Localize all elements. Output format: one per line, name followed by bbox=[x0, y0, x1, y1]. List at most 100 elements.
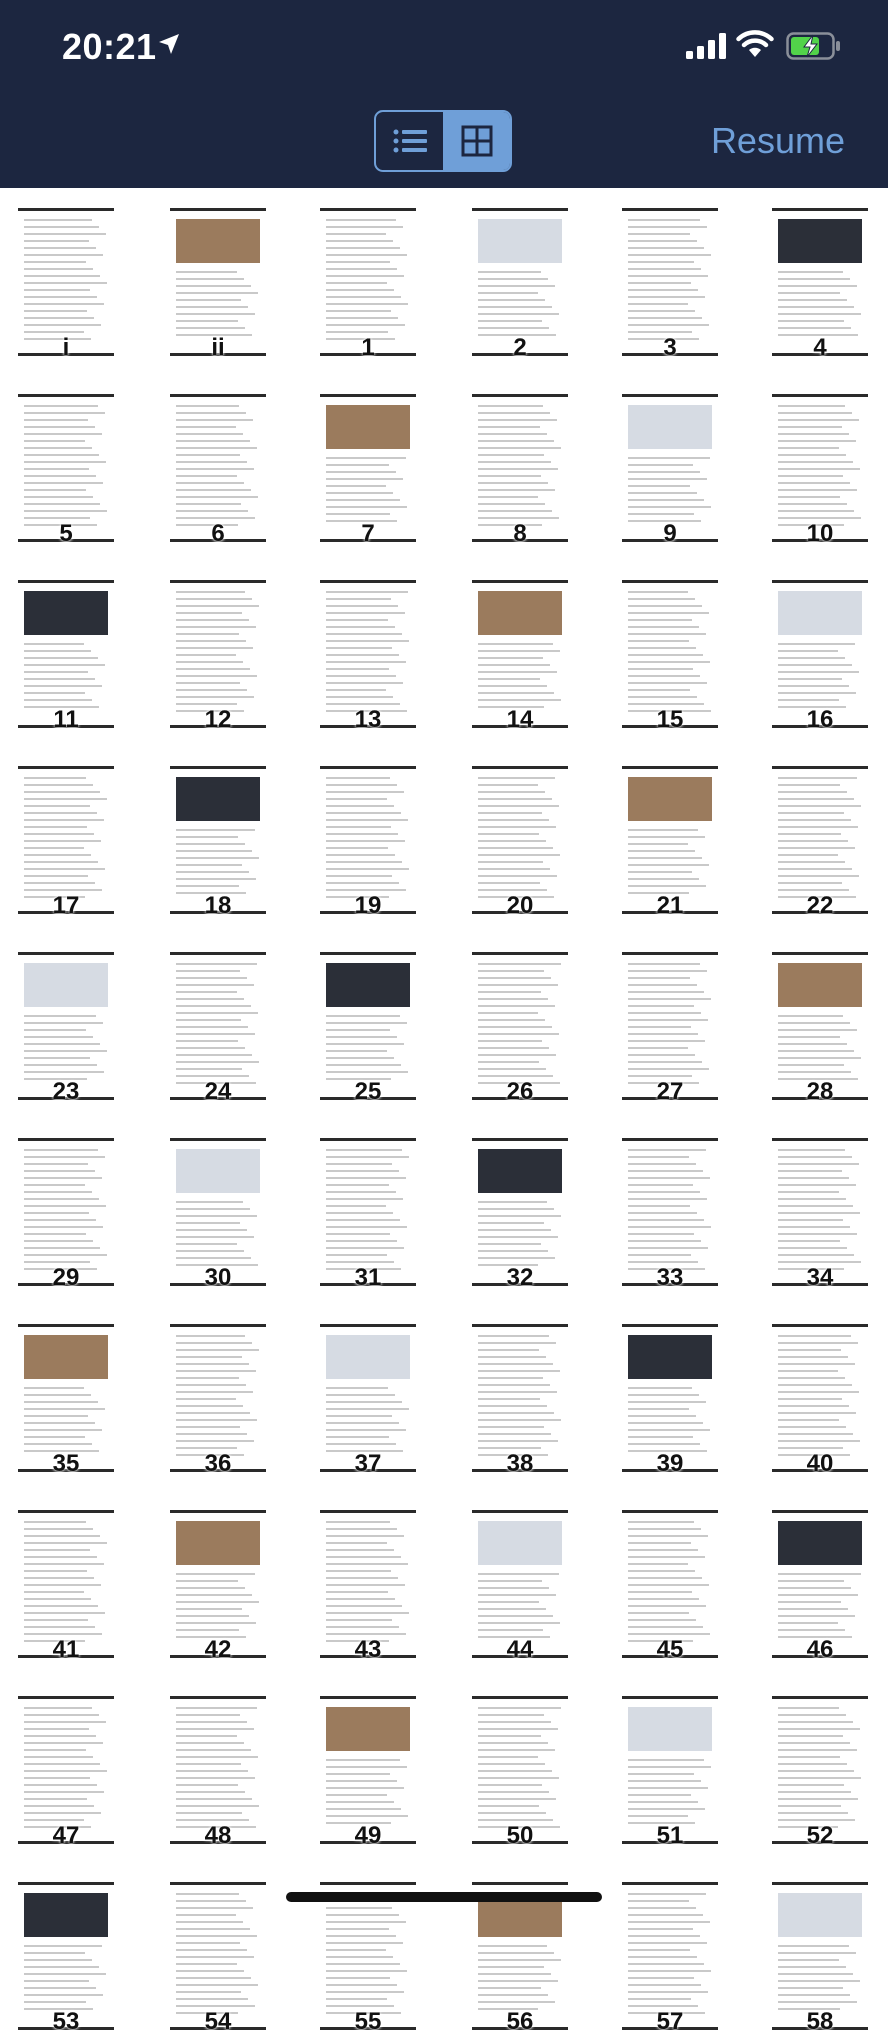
page-thumbnail[interactable]: ii bbox=[170, 188, 266, 361]
page-thumbnail[interactable]: 2 bbox=[472, 188, 568, 361]
page-thumbnail[interactable]: 5 bbox=[18, 374, 114, 547]
page-thumbnail[interactable]: 36 bbox=[170, 1304, 266, 1477]
page-thumbnail[interactable]: 53 bbox=[18, 1862, 114, 2035]
page-number-label: 15 bbox=[656, 706, 684, 733]
page-thumbnail[interactable]: 13 bbox=[320, 560, 416, 733]
page-thumbnail[interactable]: 17 bbox=[18, 746, 114, 919]
page-thumbnail[interactable]: 42 bbox=[170, 1490, 266, 1663]
page-number-label: 21 bbox=[656, 892, 684, 919]
page-preview bbox=[622, 766, 718, 914]
page-thumbnail[interactable]: 26 bbox=[472, 932, 568, 1105]
page-number-label: 9 bbox=[663, 520, 677, 547]
page-thumbnail[interactable]: 45 bbox=[622, 1490, 718, 1663]
page-thumbnail[interactable]: 30 bbox=[170, 1118, 266, 1291]
page-thumbnail[interactable]: 33 bbox=[622, 1118, 718, 1291]
page-thumbnail[interactable]: 19 bbox=[320, 746, 416, 919]
page-preview bbox=[472, 766, 568, 914]
page-thumbnail[interactable]: 58 bbox=[772, 1862, 868, 2035]
page-thumbnail[interactable]: 38 bbox=[472, 1304, 568, 1477]
page-thumbnail[interactable]: 40 bbox=[772, 1304, 868, 1477]
page-number-label: ii bbox=[211, 334, 225, 361]
page-thumbnail[interactable]: 57 bbox=[622, 1862, 718, 2035]
page-number-label: 55 bbox=[354, 2008, 382, 2035]
page-number-label: 32 bbox=[506, 1264, 534, 1291]
page-number-label: 37 bbox=[354, 1450, 382, 1477]
page-thumbnail[interactable]: 18 bbox=[170, 746, 266, 919]
page-thumbnail[interactable]: 52 bbox=[772, 1676, 868, 1849]
page-thumbnail[interactable]: 55 bbox=[320, 1862, 416, 2035]
page-number-label: 26 bbox=[506, 1078, 534, 1105]
page-number-label: 38 bbox=[506, 1450, 534, 1477]
page-thumbnail[interactable]: 6 bbox=[170, 374, 266, 547]
page-preview bbox=[18, 208, 114, 356]
page-thumbnail[interactable]: 43 bbox=[320, 1490, 416, 1663]
page-preview bbox=[170, 1138, 266, 1286]
page-thumbnail[interactable]: 1 bbox=[320, 188, 416, 361]
page-thumbnail[interactable]: 31 bbox=[320, 1118, 416, 1291]
page-preview bbox=[170, 1696, 266, 1844]
page-number-label: 42 bbox=[204, 1636, 232, 1663]
page-thumbnail[interactable]: 11 bbox=[18, 560, 114, 733]
page-thumbnail[interactable]: 28 bbox=[772, 932, 868, 1105]
page-number-label: 34 bbox=[806, 1264, 834, 1291]
page-preview bbox=[472, 1510, 568, 1658]
page-preview bbox=[320, 208, 416, 356]
page-number-label: 50 bbox=[506, 1822, 534, 1849]
page-thumbnail[interactable]: 22 bbox=[772, 746, 868, 919]
page-thumbnail[interactable]: 10 bbox=[772, 374, 868, 547]
page-thumbnail[interactable]: 50 bbox=[472, 1676, 568, 1849]
page-thumbnail[interactable]: 32 bbox=[472, 1118, 568, 1291]
page-number-label: 56 bbox=[506, 2008, 534, 2035]
page-thumbnail[interactable]: 23 bbox=[18, 932, 114, 1105]
page-thumbnail[interactable]: 56 bbox=[472, 1862, 568, 2035]
page-number-label: 33 bbox=[656, 1264, 684, 1291]
page-thumbnail[interactable]: 7 bbox=[320, 374, 416, 547]
list-view-button[interactable] bbox=[376, 112, 443, 170]
page-thumbnail[interactable]: 20 bbox=[472, 746, 568, 919]
page-thumbnail[interactable]: i bbox=[18, 188, 114, 361]
page-number-label: 46 bbox=[806, 1636, 834, 1663]
page-thumbnail[interactable]: 37 bbox=[320, 1304, 416, 1477]
page-thumbnail[interactable]: 27 bbox=[622, 932, 718, 1105]
page-preview bbox=[18, 580, 114, 728]
page-number-label: 41 bbox=[52, 1636, 80, 1663]
page-preview bbox=[320, 394, 416, 542]
page-thumbnail[interactable]: 12 bbox=[170, 560, 266, 733]
page-thumbnail[interactable]: 15 bbox=[622, 560, 718, 733]
page-preview bbox=[320, 766, 416, 914]
page-thumbnail[interactable]: 35 bbox=[18, 1304, 114, 1477]
page-thumbnail[interactable]: 14 bbox=[472, 560, 568, 733]
page-number-label: 23 bbox=[52, 1078, 80, 1105]
page-thumbnail[interactable]: 9 bbox=[622, 374, 718, 547]
page-thumbnail[interactable]: 44 bbox=[472, 1490, 568, 1663]
page-preview bbox=[622, 1510, 718, 1658]
page-thumbnail[interactable]: 48 bbox=[170, 1676, 266, 1849]
page-thumbnail[interactable]: 46 bbox=[772, 1490, 868, 1663]
page-preview bbox=[320, 1324, 416, 1472]
page-number-label: i bbox=[62, 334, 70, 361]
resume-button[interactable]: Resume bbox=[710, 120, 845, 161]
page-thumbnail[interactable]: 49 bbox=[320, 1676, 416, 1849]
page-thumbnail[interactable]: 41 bbox=[18, 1490, 114, 1663]
page-number-label: 31 bbox=[354, 1264, 382, 1291]
page-preview bbox=[170, 766, 266, 914]
page-thumbnail[interactable]: 39 bbox=[622, 1304, 718, 1477]
page-number-label: 3 bbox=[663, 334, 677, 361]
grid-view-button[interactable] bbox=[443, 112, 510, 170]
page-thumbnail[interactable]: 25 bbox=[320, 932, 416, 1105]
page-thumbnail[interactable]: 54 bbox=[170, 1862, 266, 2035]
page-thumbnail[interactable]: 51 bbox=[622, 1676, 718, 1849]
page-thumbnail[interactable]: 3 bbox=[622, 188, 718, 361]
location-arrow-icon bbox=[159, 34, 179, 54]
page-preview bbox=[472, 394, 568, 542]
page-thumbnail[interactable]: 29 bbox=[18, 1118, 114, 1291]
page-thumbnail[interactable]: 4 bbox=[772, 188, 868, 361]
page-thumbnail[interactable]: 8 bbox=[472, 374, 568, 547]
page-thumbnail[interactable]: 24 bbox=[170, 932, 266, 1105]
page-thumbnail[interactable]: 16 bbox=[772, 560, 868, 733]
page-thumbnail[interactable]: 47 bbox=[18, 1676, 114, 1849]
page-number-label: 39 bbox=[656, 1450, 684, 1477]
page-number-label: 4 bbox=[813, 334, 827, 361]
page-thumbnail[interactable]: 34 bbox=[772, 1118, 868, 1291]
page-thumbnail[interactable]: 21 bbox=[622, 746, 718, 919]
